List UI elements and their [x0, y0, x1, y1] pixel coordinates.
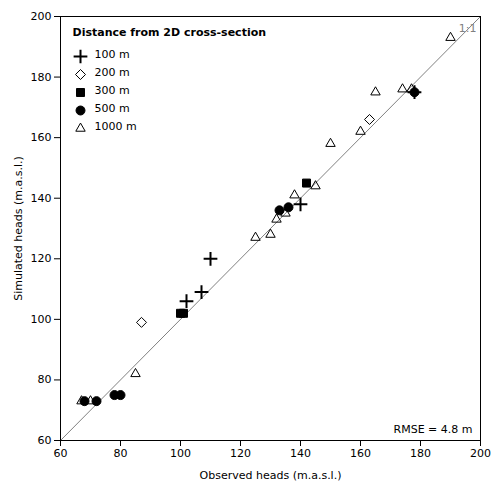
svg-text:100: 100: [31, 313, 52, 326]
svg-text:160: 160: [350, 447, 371, 460]
svg-text:500 m: 500 m: [95, 102, 130, 115]
svg-text:60: 60: [38, 434, 52, 447]
svg-text:120: 120: [31, 252, 52, 265]
svg-text:300 m: 300 m: [95, 84, 130, 97]
svg-text:100: 100: [170, 447, 191, 460]
svg-text:200 m: 200 m: [95, 66, 130, 79]
svg-text:RMSE = 4.8 m: RMSE = 4.8 m: [394, 423, 473, 436]
svg-text:1:1: 1:1: [459, 22, 477, 35]
svg-text:120: 120: [230, 447, 251, 460]
svg-text:180: 180: [31, 71, 52, 84]
svg-text:Observed heads (m.a.s.l.): Observed heads (m.a.s.l.): [200, 469, 342, 482]
svg-text:200: 200: [31, 10, 52, 23]
svg-text:180: 180: [410, 447, 431, 460]
svg-text:140: 140: [290, 447, 311, 460]
svg-text:1000 m: 1000 m: [95, 120, 137, 133]
svg-text:Distance from 2D cross-section: Distance from 2D cross-section: [73, 26, 267, 39]
svg-text:80: 80: [38, 373, 52, 386]
svg-text:100 m: 100 m: [95, 48, 130, 61]
svg-text:160: 160: [31, 131, 52, 144]
svg-text:200: 200: [470, 447, 491, 460]
svg-text:Simulated heads (m.a.s.l.): Simulated heads (m.a.s.l.): [12, 156, 25, 301]
svg-text:140: 140: [31, 192, 52, 205]
svg-text:80: 80: [114, 447, 128, 460]
svg-text:60: 60: [54, 447, 68, 460]
